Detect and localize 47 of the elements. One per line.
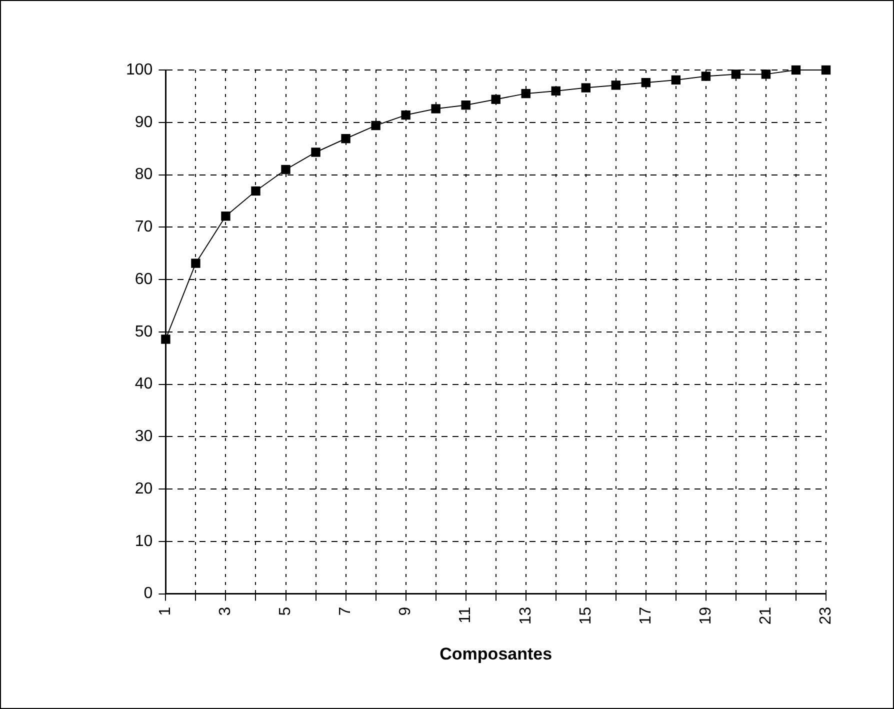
x-tick-label: 1 [157,606,174,616]
point [791,65,801,75]
y-tick-label: 70 [134,218,153,236]
point [761,70,771,79]
point [581,83,590,92]
y-tick-label: 90 [134,114,153,131]
y-tick-label: 10 [134,532,153,550]
y-tick-label: 20 [134,480,153,498]
point [701,72,711,81]
x-tick-label: 19 [697,606,714,625]
point [431,104,440,114]
y-tick-label: 60 [134,270,153,288]
point [161,334,170,344]
point [641,78,651,88]
x-tick-label: 23 [817,606,834,625]
y-tick-label: 80 [134,166,153,184]
x-axis-title: Composantes [440,644,552,664]
point [281,164,290,174]
x-tick-label: 5 [277,606,294,616]
point [461,100,470,110]
point [731,70,741,79]
x-tick-label: 11 [457,606,474,624]
point [611,80,620,90]
point [521,88,530,98]
point [821,65,831,75]
y-tick-label: 100 [126,61,153,78]
point [191,258,200,268]
point [551,86,560,96]
y-tick-label: 30 [134,428,153,446]
x-tick-label: 9 [397,606,414,616]
y-tick-label: 40 [134,376,153,393]
point [311,148,320,157]
x-tick-label: 21 [757,606,774,625]
point [671,75,681,85]
x-tick-label: 15 [577,606,594,625]
x-tick-label: 7 [337,606,354,616]
point [341,134,350,144]
point [491,94,500,104]
x-tick-label: 13 [517,606,534,625]
y-tick-label: 50 [134,323,153,340]
point [251,186,260,196]
point [401,110,410,120]
point [221,212,230,221]
point [371,120,380,130]
y-tick-label: 0 [144,585,153,602]
x-tick-label: 3 [217,606,234,616]
x-tick-label: 17 [637,606,654,625]
